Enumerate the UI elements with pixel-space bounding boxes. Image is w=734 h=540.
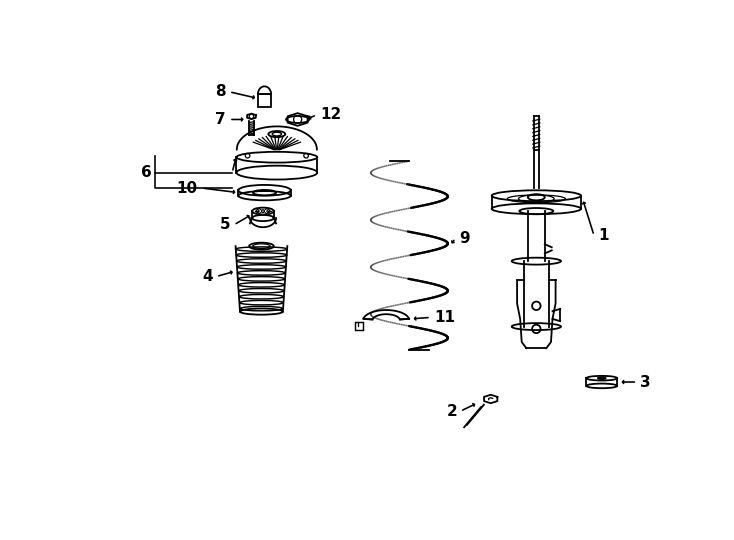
Text: 1: 1: [598, 228, 608, 243]
Bar: [258, 94, 271, 107]
Text: 4: 4: [203, 269, 213, 284]
Text: 12: 12: [321, 107, 342, 123]
Text: 8: 8: [215, 84, 226, 99]
Text: 10: 10: [176, 180, 197, 195]
Text: 2: 2: [446, 404, 457, 419]
Bar: [355, 322, 363, 330]
Text: 11: 11: [434, 310, 455, 325]
Text: 7: 7: [215, 112, 226, 127]
Text: 9: 9: [459, 231, 470, 246]
Text: 3: 3: [640, 375, 651, 389]
Text: 6: 6: [142, 165, 152, 180]
Text: 5: 5: [220, 218, 230, 232]
